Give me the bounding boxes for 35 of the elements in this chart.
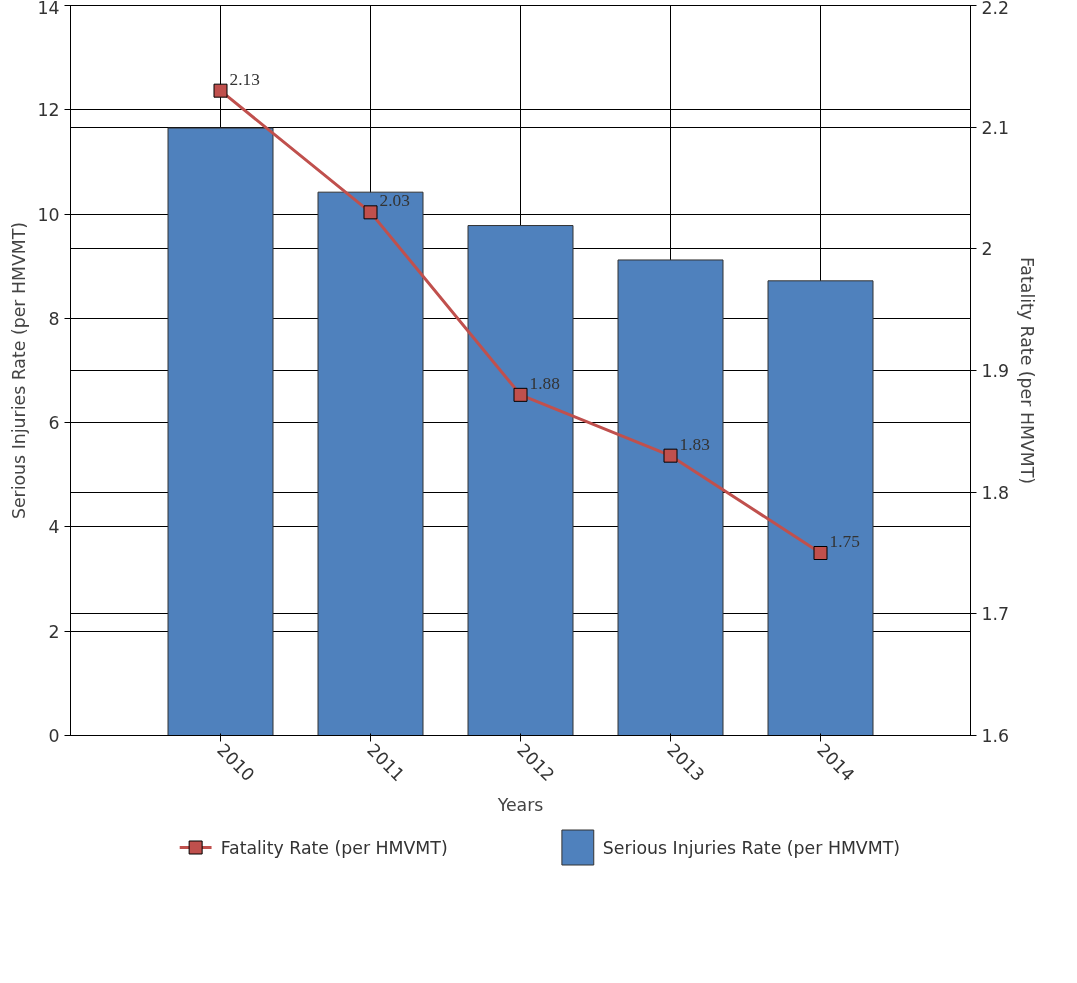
data-label: 1.75 — [829, 532, 860, 551]
bar — [767, 280, 874, 736]
x-axis-title: Years — [496, 794, 544, 815]
y-tick-label: 0 — [48, 726, 60, 746]
y2-tick-label: 1.6 — [981, 726, 1010, 746]
point — [663, 448, 678, 463]
y-tick-label: 4 — [48, 517, 60, 538]
y2-tick-label: 2.2 — [981, 0, 1010, 18]
y-tick-label: 12 — [37, 100, 60, 121]
y2-tick-label: 2 — [981, 239, 993, 260]
data-label: 2.03 — [379, 191, 410, 211]
legend-label: Fatality Rate (per HMVMT) — [220, 837, 448, 858]
point — [813, 546, 828, 560]
y2-axis-title: Fatality Rate (per HMVMT) — [1017, 256, 1038, 485]
legend-label: Serious Injuries Rate (per HMVMT) — [602, 837, 901, 858]
y-axis-title: Serious Injuries Rate (per HMVMT) — [9, 221, 30, 520]
y2-tick-label: 1.9 — [981, 361, 1010, 381]
bar — [467, 225, 574, 736]
y-tick-label: 14 — [37, 0, 60, 18]
point — [363, 205, 378, 220]
y-tick-label: 8 — [48, 308, 60, 329]
data-label: 2.13 — [229, 69, 260, 89]
y-tick-label: 10 — [37, 204, 60, 225]
y-tick-label: 6 — [48, 413, 60, 434]
y2-tick-label: 1.8 — [981, 482, 1010, 503]
data-label: 1.88 — [529, 373, 560, 393]
point — [213, 83, 228, 98]
bar — [617, 259, 724, 736]
y2-tick-label: 2.1 — [981, 117, 1010, 138]
data-label: 1.83 — [679, 434, 710, 454]
y-tick-label: 2 — [48, 621, 60, 642]
point — [513, 387, 528, 402]
bar — [167, 127, 274, 736]
bar — [317, 191, 424, 736]
y2-tick-label: 1.7 — [981, 604, 1010, 625]
